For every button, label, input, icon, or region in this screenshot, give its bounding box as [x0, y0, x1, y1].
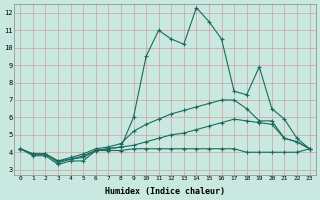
X-axis label: Humidex (Indice chaleur): Humidex (Indice chaleur) [105, 187, 225, 196]
